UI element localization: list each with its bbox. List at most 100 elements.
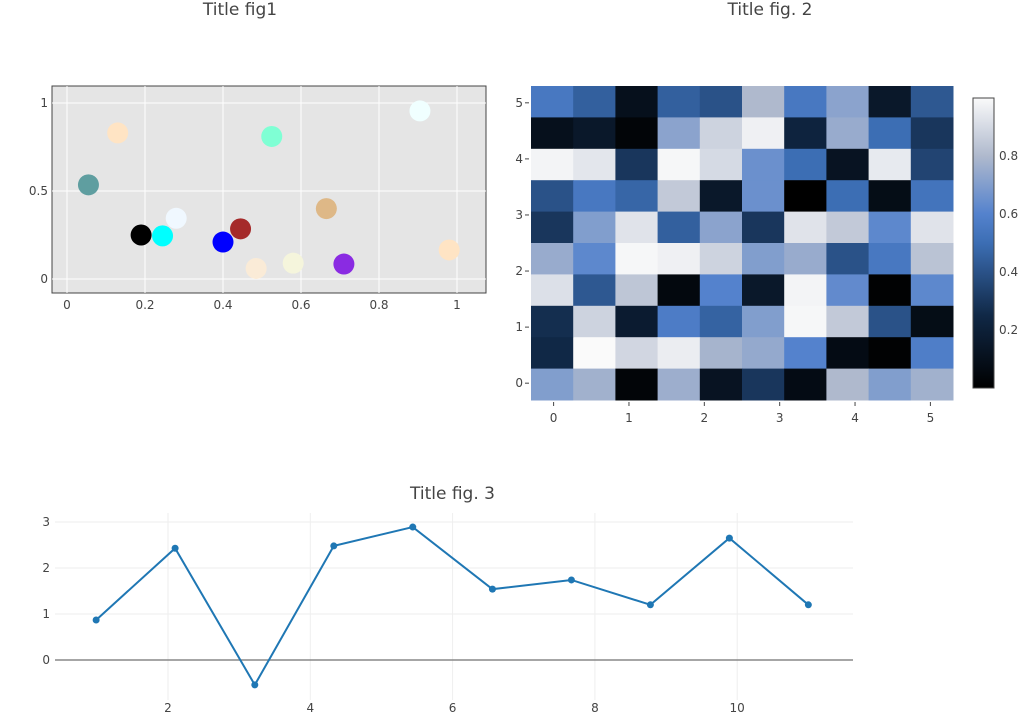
heatmap-cell[interactable]: [615, 337, 659, 370]
heatmap-cell[interactable]: [742, 86, 785, 118]
scatter-point[interactable]: [315, 198, 337, 220]
heatmap-cell[interactable]: [657, 211, 701, 244]
heatmap-cell[interactable]: [910, 274, 954, 307]
heatmap-cell[interactable]: [531, 211, 574, 244]
scatter-point[interactable]: [282, 252, 304, 274]
heatmap-cell[interactable]: [784, 337, 827, 370]
heatmap-cell[interactable]: [742, 180, 785, 213]
heatmap-cell[interactable]: [699, 274, 743, 307]
heatmap-cell[interactable]: [699, 305, 743, 338]
heatmap-cell[interactable]: [615, 148, 659, 181]
heatmap-cell[interactable]: [826, 337, 870, 370]
heatmap-cell[interactable]: [910, 368, 954, 401]
heatmap-cell[interactable]: [910, 86, 954, 118]
heatmap-cell[interactable]: [531, 86, 574, 118]
heatmap-cell[interactable]: [868, 243, 912, 275]
line-point[interactable]: [330, 542, 338, 550]
heatmap-cell[interactable]: [868, 148, 912, 181]
heatmap-cell[interactable]: [657, 243, 701, 275]
heatmap-cell[interactable]: [615, 243, 659, 275]
heatmap-cell[interactable]: [615, 117, 659, 150]
heatmap-cell[interactable]: [784, 305, 827, 338]
heatmap-cell[interactable]: [573, 337, 616, 370]
heatmap-cell[interactable]: [573, 243, 616, 275]
heatmap-cell[interactable]: [868, 180, 912, 213]
heatmap-cell[interactable]: [615, 368, 659, 401]
heatmap-cell[interactable]: [784, 148, 827, 181]
scatter-point[interactable]: [165, 207, 187, 229]
heatmap-cell[interactable]: [868, 117, 912, 150]
heatmap-cell[interactable]: [742, 368, 785, 401]
heatmap-cell[interactable]: [868, 86, 912, 118]
line-point[interactable]: [171, 544, 179, 552]
heatmap-cell[interactable]: [742, 117, 785, 150]
heatmap-cell[interactable]: [573, 86, 616, 118]
heatmap-cell[interactable]: [910, 148, 954, 181]
heatmap-cell[interactable]: [784, 274, 827, 307]
line-point[interactable]: [567, 576, 575, 584]
heatmap-cell[interactable]: [784, 243, 827, 275]
heatmap-cell[interactable]: [868, 305, 912, 338]
heatmap-cell[interactable]: [531, 274, 574, 307]
heatmap-cell[interactable]: [531, 337, 574, 370]
heatmap-cell[interactable]: [657, 86, 701, 118]
heatmap-cell[interactable]: [615, 211, 659, 244]
heatmap-cell[interactable]: [910, 180, 954, 213]
heatmap-cell[interactable]: [742, 274, 785, 307]
heatmap-cell[interactable]: [784, 86, 827, 118]
heatmap-cell[interactable]: [573, 368, 616, 401]
heatmap-cell[interactable]: [531, 243, 574, 275]
heatmap-cell[interactable]: [826, 368, 870, 401]
heatmap-cell[interactable]: [784, 180, 827, 213]
heatmap-cell[interactable]: [573, 274, 616, 307]
heatmap-cell[interactable]: [615, 305, 659, 338]
heatmap-cell[interactable]: [531, 368, 574, 401]
heatmap-cell[interactable]: [868, 337, 912, 370]
heatmap-cell[interactable]: [826, 86, 870, 118]
heatmap-cell[interactable]: [615, 274, 659, 307]
heatmap-cell[interactable]: [826, 305, 870, 338]
scatter-point[interactable]: [77, 174, 99, 196]
scatter-point[interactable]: [130, 224, 152, 246]
line-point[interactable]: [92, 616, 100, 624]
heatmap-cell[interactable]: [826, 211, 870, 244]
heatmap-cell[interactable]: [657, 274, 701, 307]
heatmap-cell[interactable]: [573, 305, 616, 338]
heatmap-cell[interactable]: [742, 305, 785, 338]
heatmap-cell[interactable]: [699, 337, 743, 370]
line-point[interactable]: [646, 601, 654, 609]
scatter-point[interactable]: [230, 218, 252, 240]
heatmap-cell[interactable]: [784, 117, 827, 150]
heatmap-cell[interactable]: [784, 211, 827, 244]
heatmap-cell[interactable]: [826, 180, 870, 213]
scatter-point[interactable]: [152, 225, 174, 247]
scatter-point[interactable]: [212, 231, 234, 253]
line-point[interactable]: [488, 585, 496, 593]
heatmap-cell[interactable]: [742, 148, 785, 181]
heatmap-cell[interactable]: [868, 368, 912, 401]
scatter-point[interactable]: [261, 125, 283, 147]
heatmap-cell[interactable]: [531, 305, 574, 338]
heatmap-cell[interactable]: [910, 337, 954, 370]
heatmap-cell[interactable]: [910, 243, 954, 275]
heatmap-cell[interactable]: [742, 211, 785, 244]
heatmap-cell[interactable]: [826, 148, 870, 181]
line-point[interactable]: [725, 534, 733, 542]
heatmap-cell[interactable]: [699, 180, 743, 213]
heatmap-cell[interactable]: [742, 337, 785, 370]
line-point[interactable]: [804, 601, 812, 609]
heatmap-cell[interactable]: [699, 211, 743, 244]
scatter-point[interactable]: [409, 100, 431, 122]
heatmap-cell[interactable]: [531, 180, 574, 213]
heatmap-cell[interactable]: [573, 148, 616, 181]
heatmap-cell[interactable]: [573, 211, 616, 244]
scatter-point[interactable]: [107, 122, 129, 144]
heatmap-cell[interactable]: [531, 148, 574, 181]
heatmap-cell[interactable]: [826, 243, 870, 275]
heatmap-cell[interactable]: [868, 211, 912, 244]
heatmap-cell[interactable]: [573, 117, 616, 150]
scatter-point[interactable]: [245, 257, 267, 279]
heatmap-cell[interactable]: [615, 86, 659, 118]
heatmap-cell[interactable]: [742, 243, 785, 275]
heatmap-cell[interactable]: [826, 274, 870, 307]
